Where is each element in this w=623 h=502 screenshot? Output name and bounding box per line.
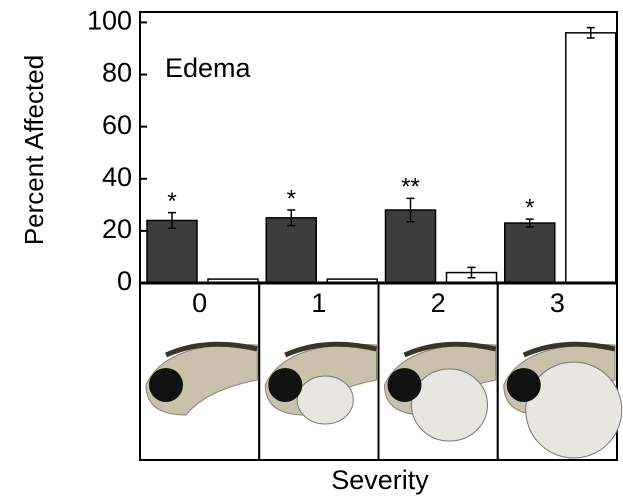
significance-label: * (167, 188, 176, 215)
y-axis-label: Percent Affected (19, 55, 49, 245)
category-label: 1 (311, 288, 326, 318)
chart: Edema Severity Percent Affected 02040608… (0, 0, 623, 497)
fish-eye (268, 368, 302, 402)
fish-yolk (412, 369, 488, 441)
chart-title: Edema (165, 53, 252, 83)
bar (147, 220, 197, 283)
significance-label: * (525, 195, 534, 222)
category-label: 2 (431, 288, 446, 318)
fish-eye (507, 368, 541, 402)
x-axis-label: Severity (331, 465, 429, 495)
y-tick-label: 60 (102, 110, 132, 140)
fish-eye (388, 368, 422, 402)
y-tick-label: 100 (87, 6, 132, 36)
y-tick-label: 80 (102, 58, 132, 88)
fish-yolk (297, 376, 353, 424)
bar (266, 218, 316, 283)
category-label: 0 (192, 288, 207, 318)
fish-yolk (526, 362, 622, 458)
y-tick-label: 0 (117, 266, 132, 296)
category-label: 3 (550, 288, 565, 318)
bar (505, 223, 555, 283)
bar (566, 33, 616, 283)
y-tick-label: 20 (102, 214, 132, 244)
fish-eye (149, 368, 183, 402)
significance-label: * (287, 185, 296, 212)
y-tick-label: 40 (102, 162, 132, 192)
significance-label: ** (401, 174, 420, 201)
